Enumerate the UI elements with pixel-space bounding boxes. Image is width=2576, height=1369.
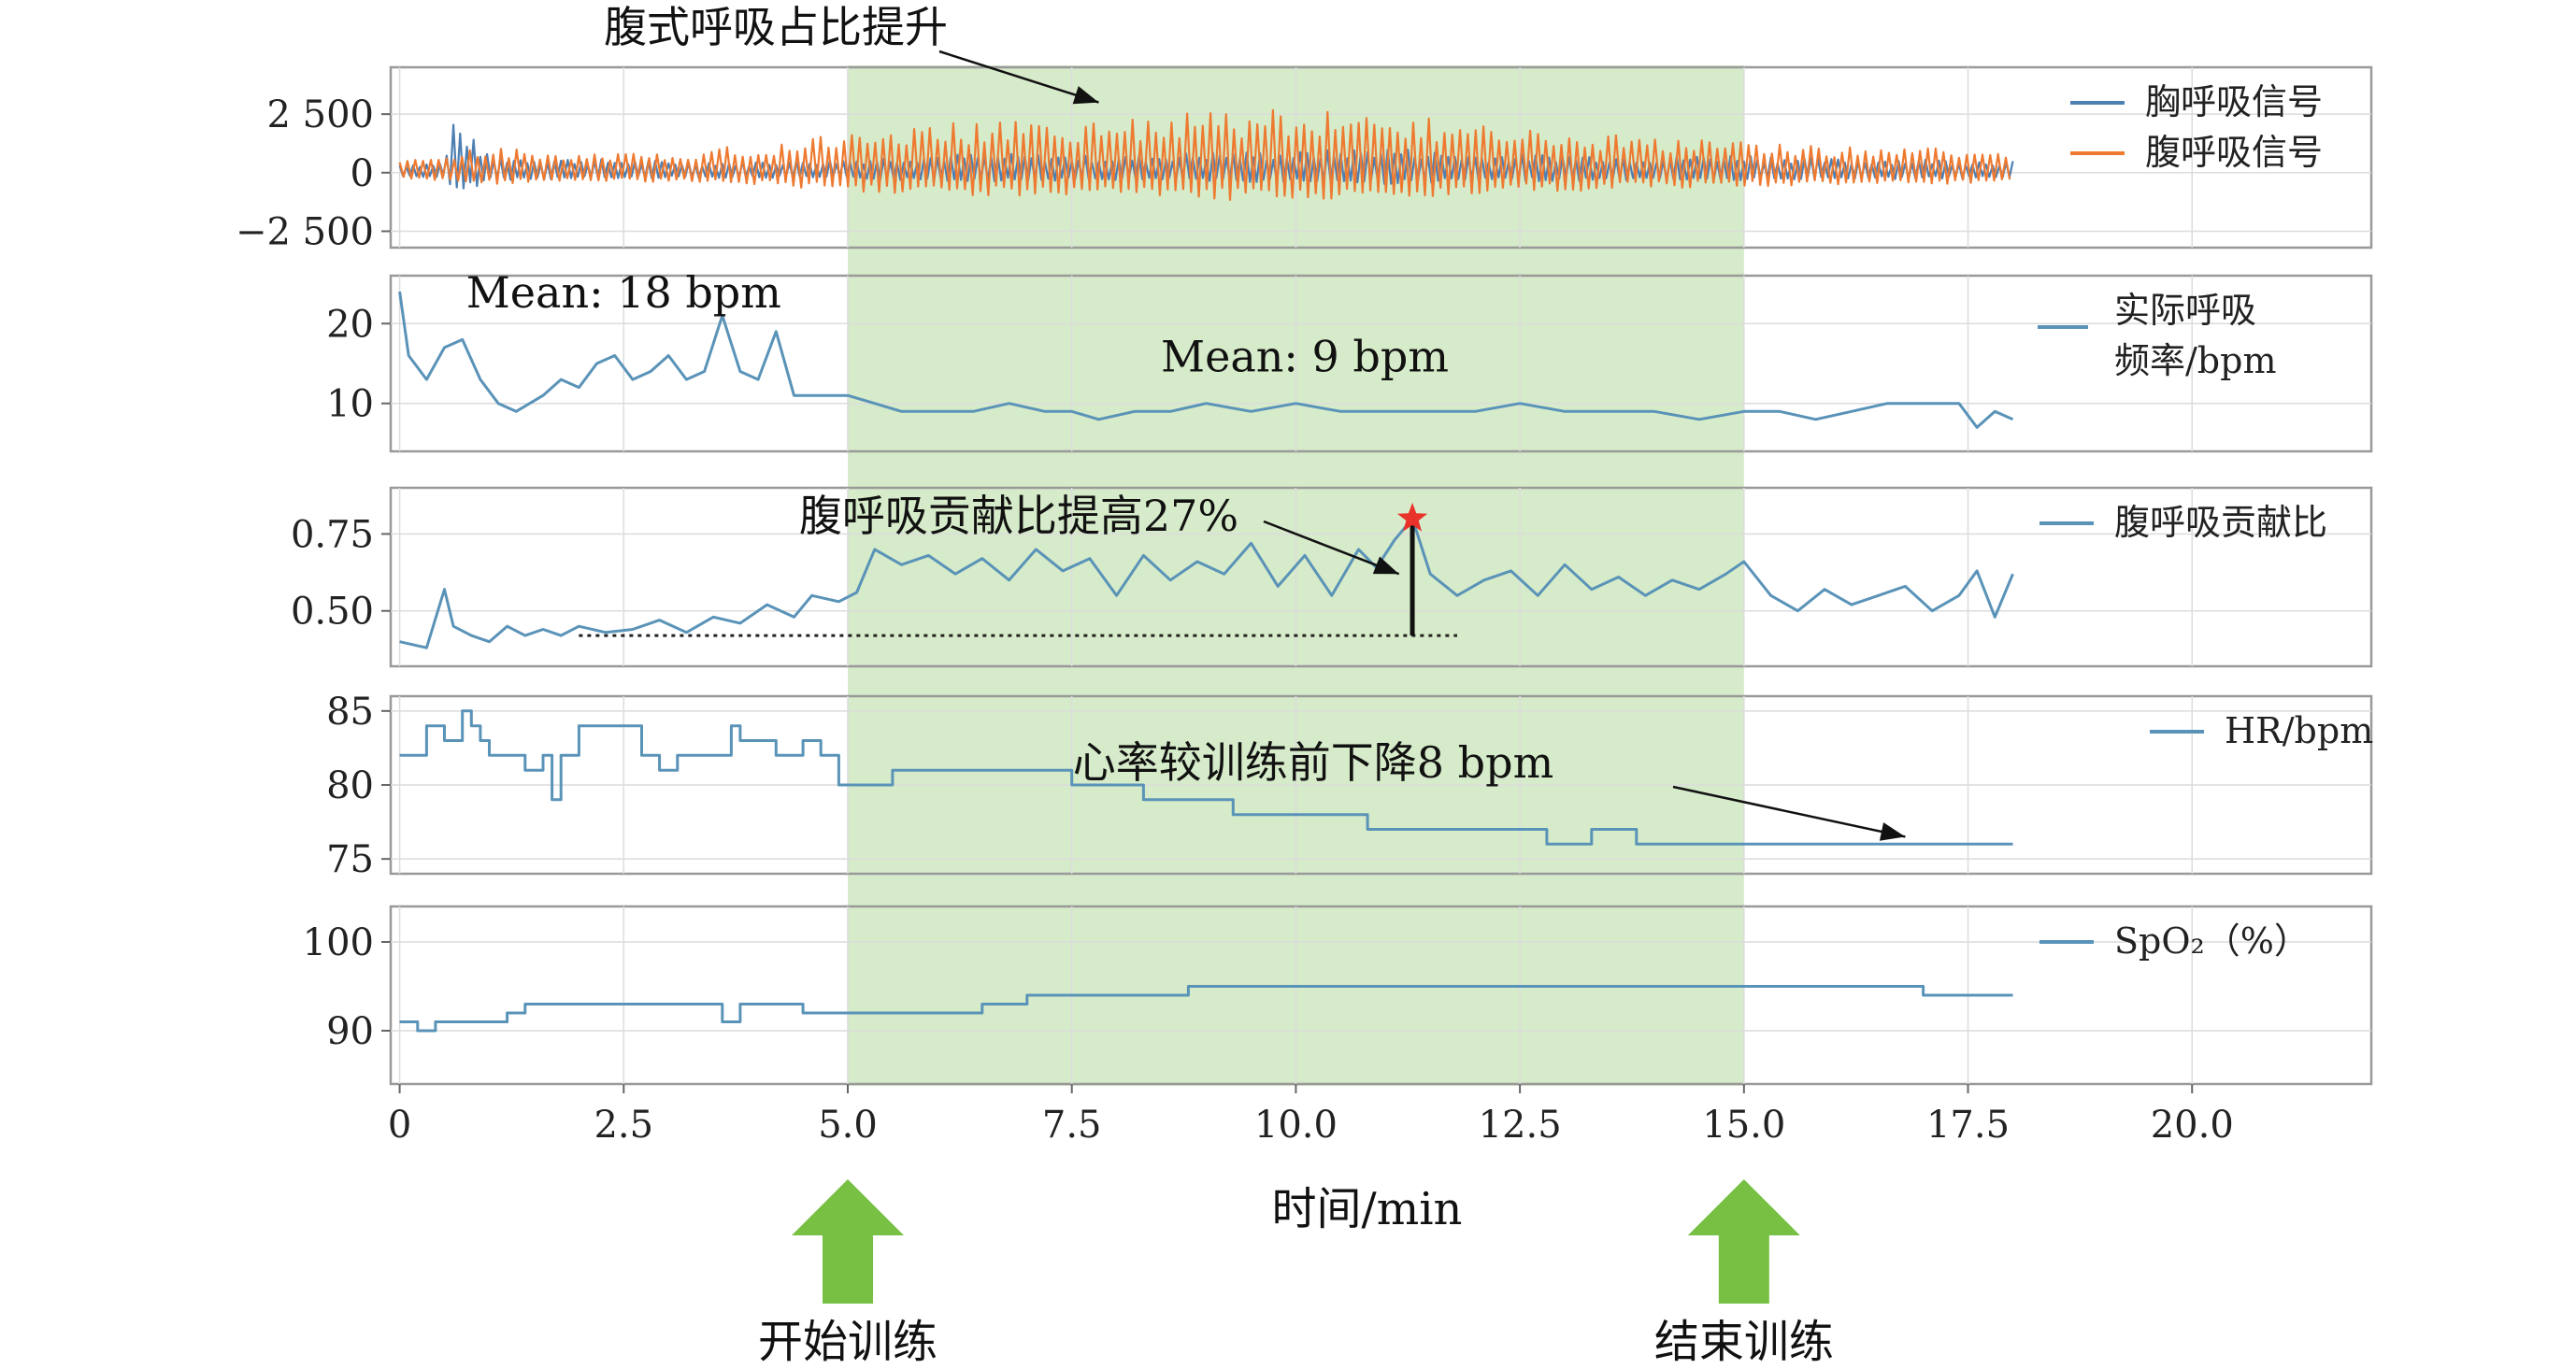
legend-label: 腹呼吸信号 bbox=[2145, 132, 2323, 173]
training-marker-arrow bbox=[792, 1179, 904, 1304]
series-line-breath-signals-0 bbox=[398, 123, 2014, 190]
legend-label: HR/bpm bbox=[2225, 710, 2373, 751]
y-tick-label-resp-rate: 20 bbox=[326, 303, 374, 346]
series-line-heart-rate-0 bbox=[399, 709, 2013, 846]
x-tick-label: 15.0 bbox=[1702, 1104, 1785, 1147]
y-tick-label-abd-ratio: 0.50 bbox=[291, 591, 374, 634]
legend-label: SpO₂（%） bbox=[2114, 920, 2310, 962]
y-tick-label-heart-rate: 80 bbox=[326, 764, 374, 807]
annotation-arrowhead bbox=[1372, 556, 1399, 575]
panel-frame-breath-signals bbox=[389, 65, 2373, 250]
y-tick-label-breath-signals: 0 bbox=[351, 152, 374, 195]
training-marker-label: 结束训练 bbox=[1654, 1316, 1834, 1368]
annotation-label: 腹式呼吸占比提升 bbox=[604, 2, 948, 52]
y-tick-label-breath-signals: −2 500 bbox=[236, 210, 374, 253]
y-tick-label-spo2: 90 bbox=[326, 1010, 374, 1053]
y-tick-label-breath-signals: 2 500 bbox=[266, 93, 374, 136]
panel-frame-abd-ratio bbox=[389, 486, 2373, 668]
y-tick-label-heart-rate: 75 bbox=[326, 838, 374, 881]
y-tick-label-resp-rate: 10 bbox=[326, 383, 374, 426]
annotation-arrowhead bbox=[1879, 822, 1906, 841]
x-tick-label: 2.5 bbox=[594, 1104, 653, 1147]
legend-label: 频率/bpm bbox=[2114, 340, 2277, 381]
x-tick-label: 12.5 bbox=[1479, 1104, 1562, 1147]
x-tick-label: 5.0 bbox=[818, 1104, 878, 1147]
x-axis-label: 时间/min bbox=[1272, 1183, 1463, 1235]
annotation-arrow-line bbox=[1672, 785, 1906, 838]
panel-frame-resp-rate bbox=[389, 274, 2373, 453]
legend-label: 实际呼吸 bbox=[2114, 290, 2256, 331]
annotation-arrow-line bbox=[938, 50, 1099, 104]
series-line-spo2-0 bbox=[399, 985, 2013, 1033]
legend-label-full: 实际呼吸频率/bpm bbox=[2114, 340, 2419, 381]
x-tick-label: 20.0 bbox=[2151, 1104, 2234, 1147]
annotation-label: Mean: 9 bpm bbox=[1161, 332, 1449, 382]
series-line-resp-rate-0 bbox=[398, 291, 2014, 429]
y-tick-label-heart-rate: 85 bbox=[326, 691, 374, 734]
x-tick-label: 17.5 bbox=[1926, 1104, 2010, 1147]
training-marker-label: 开始训练 bbox=[758, 1316, 937, 1368]
y-tick-label-abd-ratio: 0.75 bbox=[291, 513, 374, 556]
x-tick-label: 7.5 bbox=[1042, 1104, 1102, 1147]
peak-star-marker bbox=[1396, 502, 1428, 532]
x-tick-label: 10.0 bbox=[1254, 1104, 1338, 1147]
legend-label: 胸呼吸信号 bbox=[2145, 81, 2323, 122]
series-line-breath-signals-1 bbox=[398, 108, 2011, 201]
training-marker-arrow bbox=[1687, 1179, 1800, 1304]
series-line-abd-ratio-0 bbox=[399, 517, 2014, 649]
annotation-label: Mean: 18 bpm bbox=[466, 267, 781, 318]
panel-frame-spo2 bbox=[389, 905, 2373, 1086]
legend-label: 腹呼吸贡献比 bbox=[2114, 502, 2327, 543]
y-tick-label-spo2: 100 bbox=[303, 921, 374, 964]
annotation-arrowhead bbox=[1072, 86, 1099, 105]
annotation-label: 心率较训练前下降8 bpm bbox=[1073, 737, 1553, 788]
annotation-label: 腹呼吸贡献比提高27% bbox=[799, 491, 1238, 541]
x-tick-label: 0 bbox=[388, 1104, 411, 1147]
